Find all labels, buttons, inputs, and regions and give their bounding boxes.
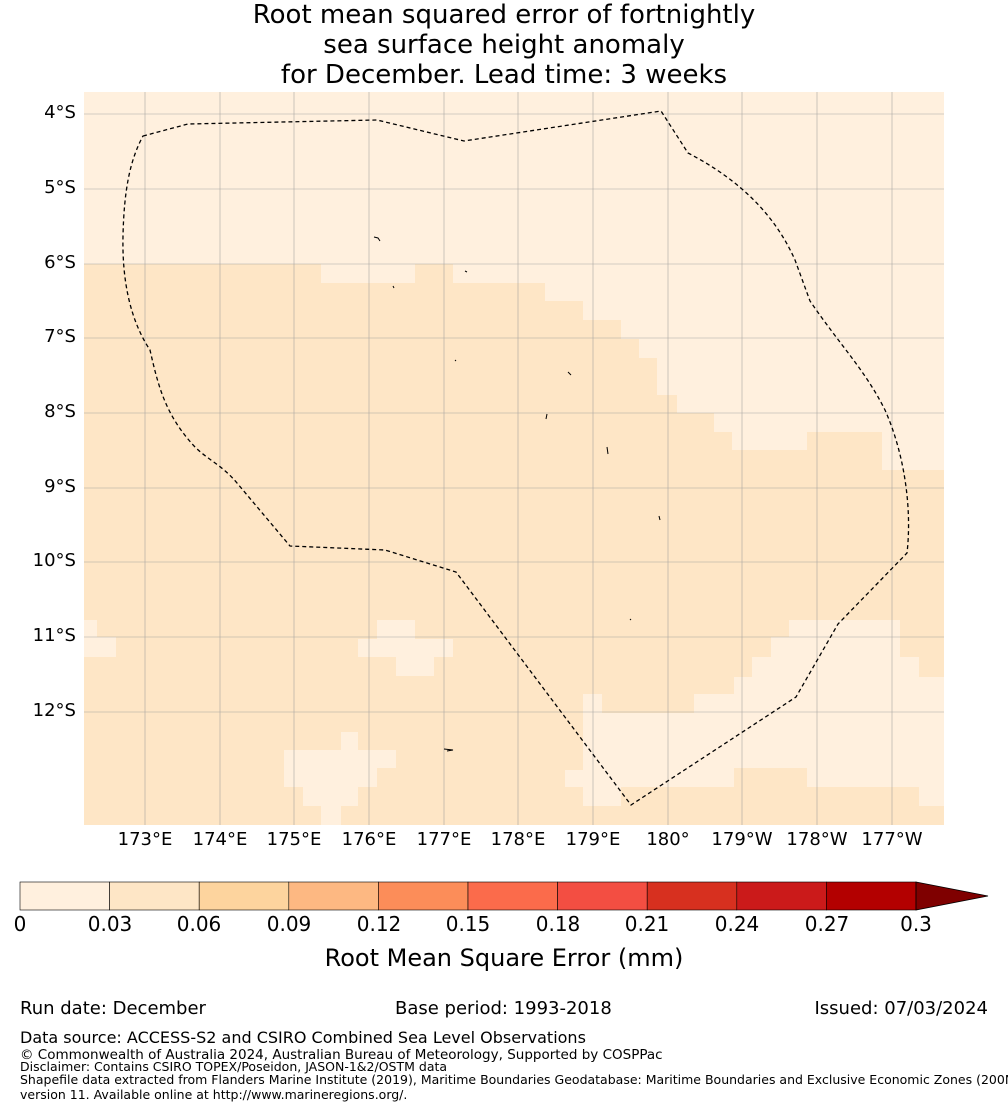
lon-label: 177°E bbox=[416, 829, 472, 850]
colorbar-swatches bbox=[19, 881, 917, 911]
title-line-1: Root mean squared error of fortnightly bbox=[252, 0, 756, 30]
lon-label: 176°E bbox=[341, 829, 397, 850]
island bbox=[545, 413, 548, 420]
lon-label: 174°E bbox=[192, 829, 248, 850]
light-patch-east-edge bbox=[938, 750, 944, 768]
lon-label: 175°E bbox=[266, 829, 322, 850]
colorbar-tick: 0.09 bbox=[266, 912, 312, 936]
rmse-field-light-patches bbox=[284, 620, 944, 825]
lon-label: 178°W bbox=[786, 829, 848, 850]
disclaimer: Disclaimer: Contains CSIRO TOPEX/Poseido… bbox=[20, 1059, 448, 1074]
colorbar-tick: 0.3 bbox=[900, 912, 932, 936]
rmse-region-medium bbox=[84, 264, 944, 825]
lon-label: 173°E bbox=[117, 829, 173, 850]
island bbox=[454, 359, 457, 362]
island bbox=[373, 236, 381, 242]
colorbar-tick: 0.27 bbox=[804, 912, 850, 936]
lat-label: 8°S bbox=[44, 401, 76, 422]
island bbox=[392, 285, 395, 289]
island bbox=[443, 748, 454, 752]
colorbar-swatch bbox=[826, 881, 917, 911]
island bbox=[658, 515, 661, 521]
colorbar-tick: 0.24 bbox=[714, 912, 760, 936]
lon-label: 179°W bbox=[711, 829, 773, 850]
colorbar-swatch bbox=[646, 881, 738, 911]
island bbox=[629, 618, 632, 621]
map-plot bbox=[84, 92, 944, 825]
shapefile-credit-2: version 11. Available online at http://w… bbox=[20, 1087, 408, 1102]
copyright: © Commonwealth of Australia 2024, Austra… bbox=[20, 1047, 663, 1063]
lon-label: 178°E bbox=[490, 829, 546, 850]
light-patch-centre bbox=[358, 620, 453, 676]
eez-boundary bbox=[122, 110, 910, 806]
light-patch-south-west bbox=[284, 732, 396, 825]
graticule bbox=[84, 92, 944, 825]
lon-label: 180° bbox=[646, 829, 690, 850]
colorbar-tick: 0.06 bbox=[176, 912, 222, 936]
run-date: Run date: December bbox=[20, 998, 206, 1019]
colorbar-swatch bbox=[198, 881, 290, 911]
shapefile-credit-1: Shapefile data extracted from Flanders M… bbox=[20, 1072, 1008, 1087]
lat-label: 7°S bbox=[44, 326, 76, 347]
lat-label: 6°S bbox=[44, 252, 76, 273]
issued-date: Issued: 07/03/2024 bbox=[814, 998, 988, 1019]
lat-label: 10°S bbox=[32, 550, 76, 571]
lat-label: 4°S bbox=[44, 102, 76, 123]
base-period: Base period: 1993-2018 bbox=[395, 998, 612, 1019]
colorbar-swatch bbox=[288, 881, 379, 911]
lat-label: 12°S bbox=[32, 700, 76, 721]
colorbar-swatch bbox=[378, 881, 469, 911]
colorbar-tick: 0 bbox=[13, 912, 27, 936]
colorbar-tick: 0.21 bbox=[624, 912, 670, 936]
lat-label: 5°S bbox=[44, 177, 76, 198]
island bbox=[606, 446, 609, 455]
map-title: Root mean squared error of fortnightly s… bbox=[0, 0, 1008, 90]
colorbar-swatch bbox=[109, 881, 200, 911]
title-line-2: sea surface height anomaly bbox=[323, 30, 685, 60]
lon-label: 177°W bbox=[861, 829, 923, 850]
colorbar-swatch bbox=[736, 881, 827, 911]
colorbar-swatch bbox=[557, 881, 648, 911]
colorbar-tick: 0.18 bbox=[535, 912, 581, 936]
colorbar-swatch bbox=[467, 881, 558, 911]
colorbar-tick: 0.15 bbox=[445, 912, 491, 936]
lat-label: 9°S bbox=[44, 476, 76, 497]
lon-label: 179°E bbox=[565, 829, 621, 850]
colorbar bbox=[19, 881, 989, 911]
colorbar-extend-arrow bbox=[915, 881, 989, 911]
island bbox=[567, 371, 572, 376]
colorbar-tick: 0.12 bbox=[356, 912, 402, 936]
colorbar-swatch bbox=[19, 881, 110, 911]
colorbar-tick: 0.03 bbox=[87, 912, 133, 936]
rmse-field-medium bbox=[84, 264, 944, 825]
island bbox=[464, 270, 468, 273]
islands bbox=[373, 236, 661, 752]
title-line-3: for December. Lead time: 3 weeks bbox=[280, 60, 728, 90]
data-source: Data source: ACCESS-S2 and CSIRO Combine… bbox=[20, 1028, 586, 1047]
lat-label: 11°S bbox=[32, 625, 76, 646]
colorbar-label: Root Mean Square Error (mm) bbox=[324, 944, 684, 972]
